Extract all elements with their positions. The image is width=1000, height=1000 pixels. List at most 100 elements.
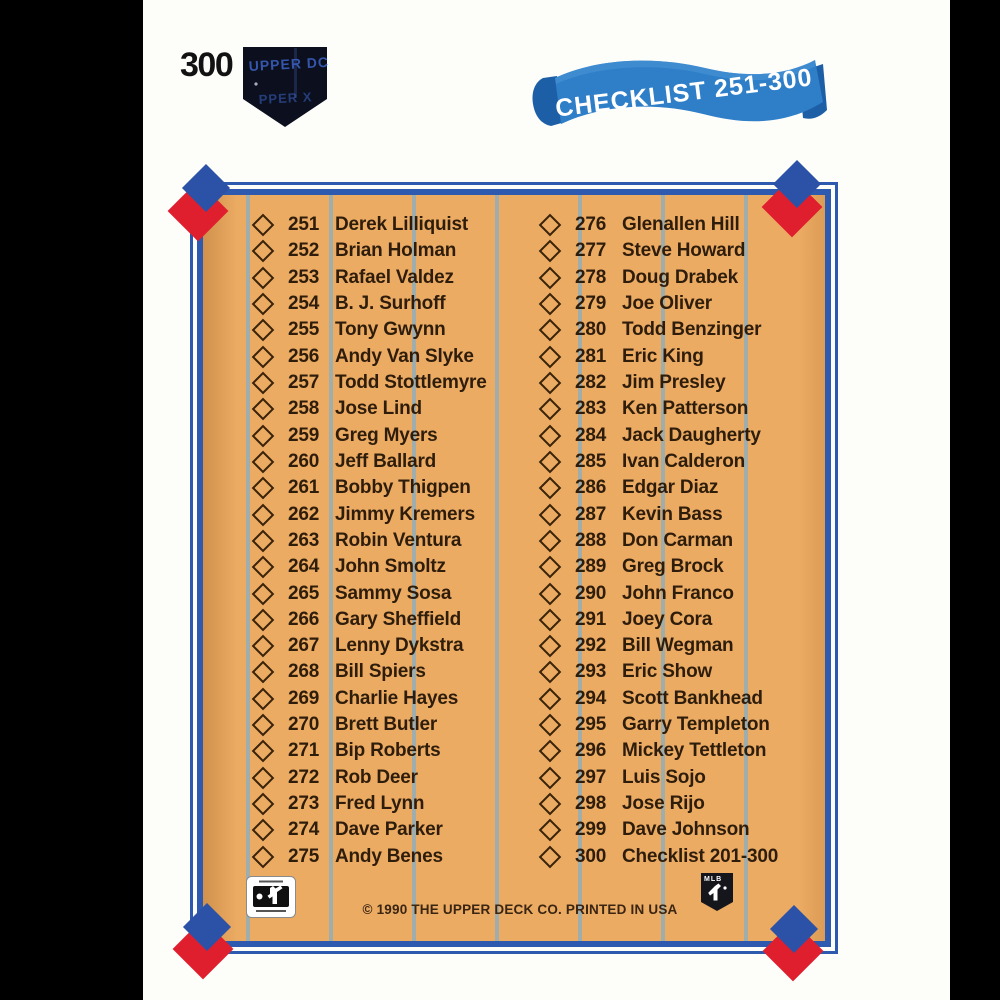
checklist-entry: 276 Glenallen Hill [536, 212, 778, 238]
entry-number: 284 [575, 424, 607, 446]
checkbox-diamond-icon [538, 371, 562, 395]
entry-number: 273 [288, 793, 320, 815]
entry-player-name: Greg Brock [622, 556, 724, 578]
checkbox-diamond-icon [538, 582, 562, 605]
checkbox-diamond-icon [251, 687, 275, 711]
checklist-entry: 288 Don Carman [536, 528, 778, 554]
entry-player-name: Derek Lilliquist [335, 214, 469, 236]
checklist-entry: 281 Eric King [536, 344, 778, 370]
entry-player-name: Rob Deer [335, 766, 418, 788]
checklist-entry: 275 Andy Benes [249, 844, 487, 870]
checkbox-diamond-icon [251, 634, 275, 658]
checkbox-diamond-icon [538, 529, 562, 553]
checkbox-diamond-icon [538, 792, 562, 816]
entry-number: 255 [288, 319, 320, 341]
entry-player-name: Scott Bankhead [622, 687, 763, 709]
checklist-entry: 297 Luis Sojo [536, 765, 778, 791]
entry-player-name: Andy Benes [335, 845, 443, 867]
checklist-entry: 268 Bill Spiers [249, 659, 487, 685]
checklist-entry: 284 Jack Daugherty [536, 423, 778, 449]
checkbox-diamond-icon [538, 713, 562, 737]
checkbox-diamond-icon [538, 345, 562, 369]
checkbox-diamond-icon [251, 292, 275, 316]
hologram-text-line2: PPER X [258, 89, 312, 107]
checklist-entry: 266 Gary Sheffield [249, 607, 487, 633]
entry-player-name: Jack Daugherty [622, 424, 761, 446]
entry-player-name: John Franco [622, 582, 734, 604]
entry-player-name: Charlie Hayes [335, 687, 459, 709]
checkbox-diamond-icon [538, 398, 562, 421]
entry-player-name: Jimmy Kremers [335, 503, 475, 525]
entry-player-name: Mickey Tettleton [622, 740, 767, 762]
entry-number: 280 [575, 319, 607, 341]
entry-number: 286 [575, 477, 607, 499]
checklist-entry: 287 Kevin Bass [536, 501, 778, 527]
entry-number: 274 [288, 819, 320, 841]
entry-player-name: Lenny Dykstra [335, 635, 464, 657]
entry-player-name: Robin Ventura [335, 529, 462, 551]
checklist-entry: 295 Garry Templeton [536, 712, 778, 738]
checkbox-diamond-icon [538, 424, 562, 447]
checkbox-diamond-icon [251, 398, 275, 421]
checklist-entry: 271 Bip Roberts [249, 738, 487, 764]
entry-player-name: Luis Sojo [622, 766, 706, 788]
checklist-entry: 294 Scott Bankhead [536, 686, 778, 712]
entry-number: 272 [288, 766, 320, 788]
entry-number: 287 [575, 503, 607, 525]
card-interior [197, 189, 831, 947]
checkbox-diamond-icon [251, 792, 275, 816]
checkbox-diamond-icon [251, 661, 275, 684]
checkbox-diamond-icon [251, 582, 275, 605]
checkbox-diamond-icon [251, 845, 275, 868]
entry-player-name: Steve Howard [622, 240, 746, 262]
entry-number: 281 [575, 345, 607, 367]
checklist-entry: 258 Jose Lind [249, 396, 487, 422]
card-frame [190, 182, 838, 954]
checklist-entry: 269 Charlie Hayes [249, 686, 487, 712]
checkbox-diamond-icon [538, 476, 562, 500]
entry-player-name: Rafael Valdez [335, 266, 454, 288]
hologram-text-line1: UPPER DC [248, 54, 328, 74]
entry-number: 266 [288, 608, 320, 630]
entry-player-name: Brett Butler [335, 714, 438, 736]
entry-player-name: Doug Drabek [622, 266, 739, 288]
checkbox-diamond-icon [538, 634, 562, 658]
checkbox-diamond-icon [251, 213, 275, 237]
entry-number: 267 [288, 635, 320, 657]
entry-number: 251 [288, 214, 320, 236]
checklist-entry: 262 Jimmy Kremers [249, 501, 487, 527]
checklist-entry: 265 Sammy Sosa [249, 580, 487, 606]
checklist-entry: 251 Derek Lilliquist [249, 212, 487, 238]
entry-number: 270 [288, 714, 320, 736]
entry-player-name: Jim Presley [622, 372, 726, 394]
checkbox-diamond-icon [538, 687, 562, 711]
entry-number: 265 [288, 582, 320, 604]
entry-number: 257 [288, 372, 320, 394]
checkbox-diamond-icon [538, 661, 562, 684]
checklist-entry: 253 Rafael Valdez [249, 265, 487, 291]
entry-number: 278 [575, 266, 607, 288]
checkbox-diamond-icon [251, 529, 275, 553]
entry-player-name: Dave Parker [335, 819, 443, 841]
entry-player-name: Kevin Bass [622, 503, 723, 525]
checkbox-diamond-icon [251, 766, 275, 790]
entry-number: 254 [288, 293, 320, 315]
checkbox-diamond-icon [251, 608, 275, 632]
entry-player-name: Ivan Calderon [622, 450, 746, 472]
checklist-entry: 259 Greg Myers [249, 423, 487, 449]
entry-number: 275 [288, 845, 320, 867]
entry-player-name: Jeff Ballard [335, 450, 437, 472]
entry-player-name: Fred Lynn [335, 793, 425, 815]
checkbox-diamond-icon [538, 608, 562, 632]
checkbox-diamond-icon [251, 503, 275, 526]
entry-number: 283 [575, 398, 607, 420]
checklist-entry: 289 Greg Brock [536, 554, 778, 580]
card-number: 300 [180, 46, 234, 84]
entry-player-name: Edgar Diaz [622, 477, 719, 499]
checkbox-diamond-icon [538, 292, 562, 316]
checkbox-diamond-icon [251, 240, 275, 263]
checklist-entry: 296 Mickey Tettleton [536, 738, 778, 764]
entry-number: 259 [288, 424, 320, 446]
entry-player-name: Todd Stottlemyre [335, 372, 487, 394]
checkbox-diamond-icon [538, 319, 562, 342]
